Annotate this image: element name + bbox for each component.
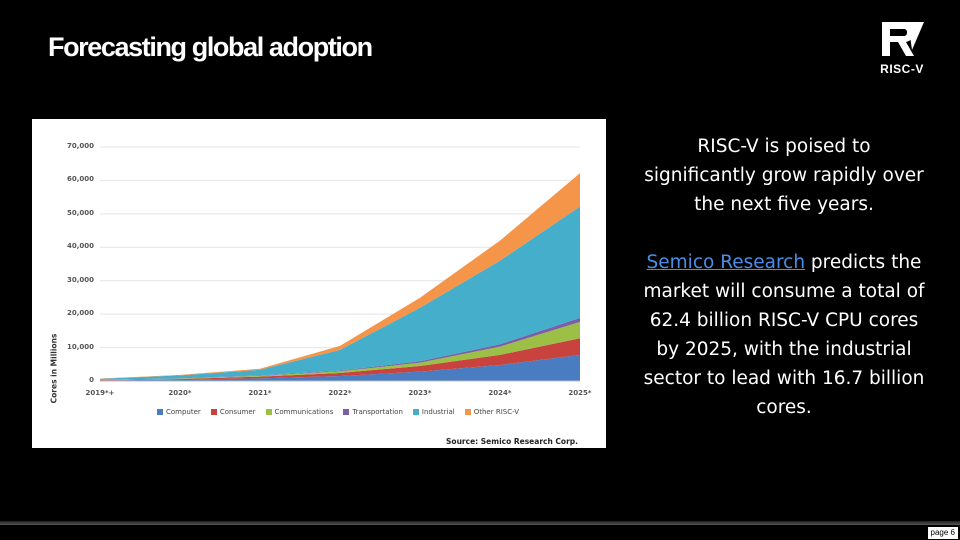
legend-label: Other RISC-V — [473, 408, 519, 416]
chart-source: Source: Semico Research Corp. — [446, 437, 578, 446]
logo-text: RISC-V — [880, 62, 924, 76]
legend-label: Communications — [274, 408, 334, 416]
x-tick-label: 2021* — [248, 389, 272, 397]
y-axis-title: Cores in Millions — [49, 333, 59, 404]
chart-svg — [100, 146, 580, 382]
bottom-bar — [0, 521, 960, 525]
text-panel: RISC-V is poised to significantly grow r… — [640, 132, 928, 422]
x-tick-label: 2019*+ — [85, 389, 115, 397]
intro-paragraph: RISC-V is poised to significantly grow r… — [644, 136, 924, 215]
y-tick-label: 0 — [89, 376, 94, 384]
legend-swatch — [265, 409, 272, 415]
legend-swatch — [343, 409, 350, 415]
y-tick-label: 20,000 — [66, 309, 94, 318]
y-tick-label: 70,000 — [66, 142, 94, 150]
chart-legend: Computer Consumer Communications Transporta… — [157, 408, 519, 416]
legend-swatch — [464, 409, 471, 415]
x-tick-label: 2022* — [328, 389, 352, 397]
legend-label: Transportation — [352, 408, 403, 416]
legend-label: Industrial — [421, 408, 455, 416]
x-tick-label: 2025* — [568, 389, 592, 397]
y-tick-label: 60,000 — [66, 175, 94, 184]
prediction-text: predicts the market will consume a total… — [643, 252, 925, 418]
area-transportation — [100, 317, 580, 380]
legend-label: Consumer — [219, 408, 256, 416]
legend-item: Communications — [265, 408, 334, 416]
legend-swatch — [210, 409, 217, 415]
legend-label: Computer — [166, 408, 201, 416]
legend-swatch — [157, 409, 163, 415]
area-communications — [100, 321, 580, 380]
area-industrial — [100, 206, 580, 380]
area-computer — [100, 354, 580, 381]
legend-item: Industrial — [412, 408, 455, 416]
y-tick-label: 10,000 — [66, 342, 94, 351]
slide-title: Forecasting global adoption — [48, 32, 373, 62]
y-tick-label: 30,000 — [66, 275, 94, 284]
adoption-chart: Cores in Millions 0 10,000 20,000 30,000 40,… — [32, 119, 606, 448]
area-consumer — [100, 338, 580, 381]
x-tick-label: 2020* — [168, 389, 192, 397]
risc-v-logo: RISC-V — [862, 20, 942, 80]
legend-swatch — [412, 409, 419, 415]
legend-item: Transportation — [343, 408, 403, 416]
x-tick-label: 2024* — [488, 389, 512, 397]
y-tick-label: 50,000 — [66, 208, 94, 217]
y-tick-label: 40,000 — [66, 242, 94, 251]
legend-item: Other RISC-V — [464, 408, 519, 416]
page-number: page 6 — [927, 527, 958, 539]
risc-v-logo-mark — [882, 22, 924, 56]
x-tick-label: 2023* — [408, 389, 432, 397]
prediction-paragraph: Semico Research predicts the market will… — [640, 248, 928, 422]
legend-item: Consumer — [210, 408, 256, 416]
legend-item: Computer — [157, 408, 201, 416]
semico-research-link[interactable]: Semico Research — [646, 252, 806, 273]
